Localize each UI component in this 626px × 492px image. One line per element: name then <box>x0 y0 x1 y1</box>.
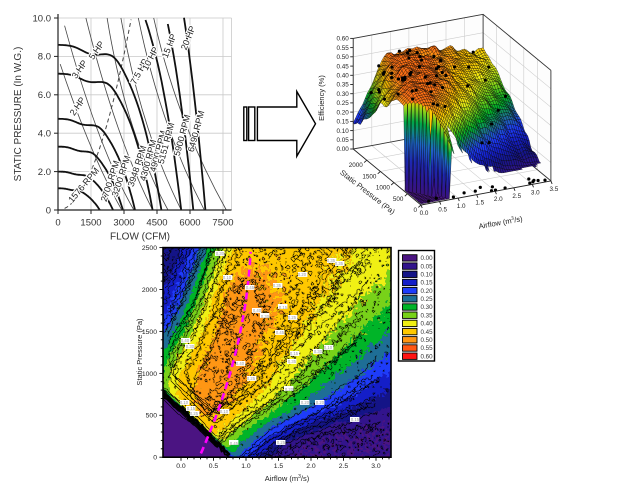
svg-text:0.05: 0.05 <box>421 263 434 270</box>
svg-text:0.20: 0.20 <box>421 288 434 295</box>
svg-text:0.20: 0.20 <box>285 387 294 392</box>
svg-text:0.35: 0.35 <box>421 312 434 319</box>
svg-text:1500: 1500 <box>362 173 377 180</box>
svg-text:0.25: 0.25 <box>190 411 199 416</box>
svg-text:0.30: 0.30 <box>261 314 270 319</box>
svg-text:1.5: 1.5 <box>274 463 284 470</box>
svg-text:3.0: 3.0 <box>531 189 540 196</box>
svg-text:0.15: 0.15 <box>421 280 434 287</box>
svg-text:0.30: 0.30 <box>216 251 225 256</box>
svg-text:500: 500 <box>393 196 404 203</box>
svg-text:0.10: 0.10 <box>223 275 232 280</box>
svg-text:1.0: 1.0 <box>241 463 251 470</box>
svg-text:0.20: 0.20 <box>301 400 310 405</box>
svg-text:3000: 3000 <box>113 218 134 229</box>
svg-text:0.45: 0.45 <box>230 441 239 446</box>
svg-text:Efficiency (%): Efficiency (%) <box>317 75 326 121</box>
svg-text:0: 0 <box>413 207 417 214</box>
svg-text:FLOW (CFM): FLOW (CFM) <box>110 232 170 243</box>
svg-text:0.10: 0.10 <box>421 272 434 279</box>
svg-text:0.30: 0.30 <box>421 304 434 311</box>
svg-text:0.10: 0.10 <box>220 409 229 414</box>
svg-text:2.0: 2.0 <box>306 463 316 470</box>
svg-text:0.40: 0.40 <box>181 338 190 343</box>
svg-text:2000: 2000 <box>349 162 364 169</box>
svg-text:0.35: 0.35 <box>288 359 297 364</box>
svg-text:1500: 1500 <box>80 218 101 229</box>
svg-text:STATIC PRESSURE (In W.G.): STATIC PRESSURE (In W.G.) <box>13 47 24 182</box>
svg-text:0.30: 0.30 <box>186 344 195 349</box>
svg-text:0: 0 <box>153 455 157 462</box>
svg-text:Airflow (m3/s): Airflow (m3/s) <box>265 474 310 483</box>
svg-text:0.00: 0.00 <box>421 255 434 262</box>
svg-text:0.60: 0.60 <box>337 36 350 43</box>
svg-text:1.5: 1.5 <box>475 200 484 207</box>
svg-text:0.40: 0.40 <box>236 361 245 366</box>
svg-text:0.25: 0.25 <box>421 296 434 303</box>
svg-text:0: 0 <box>55 218 60 229</box>
svg-text:0.0: 0.0 <box>420 210 429 217</box>
svg-text:0.55: 0.55 <box>421 345 434 352</box>
svg-text:3.0: 3.0 <box>371 463 381 470</box>
svg-text:4500: 4500 <box>146 218 167 229</box>
svg-text:0.50: 0.50 <box>421 337 434 344</box>
svg-text:1.0: 1.0 <box>457 203 466 210</box>
svg-text:0.55: 0.55 <box>337 45 350 52</box>
svg-text:0.40: 0.40 <box>253 308 262 313</box>
svg-text:0.10: 0.10 <box>324 345 333 350</box>
svg-text:8.0: 8.0 <box>38 52 51 63</box>
svg-text:7500: 7500 <box>212 218 233 229</box>
svg-text:0.35: 0.35 <box>327 258 336 263</box>
svg-text:0.20: 0.20 <box>316 400 325 405</box>
svg-text:0.35: 0.35 <box>337 82 350 89</box>
svg-text:1500: 1500 <box>142 329 157 336</box>
svg-text:0.20: 0.20 <box>298 272 307 277</box>
svg-text:0.40: 0.40 <box>421 321 434 328</box>
svg-text:6.0: 6.0 <box>38 90 51 101</box>
svg-text:6000: 6000 <box>179 218 200 229</box>
svg-text:2500: 2500 <box>142 245 157 252</box>
svg-text:0.25: 0.25 <box>277 440 286 445</box>
svg-text:0.35: 0.35 <box>273 283 282 288</box>
svg-text:0.20: 0.20 <box>337 109 350 116</box>
svg-text:0.15: 0.15 <box>337 119 350 126</box>
svg-text:0.15: 0.15 <box>290 351 299 356</box>
svg-text:0.10: 0.10 <box>337 128 350 135</box>
svg-text:500: 500 <box>146 413 158 420</box>
svg-text:0.5: 0.5 <box>209 463 219 470</box>
svg-text:1000: 1000 <box>142 371 157 378</box>
svg-text:0.30: 0.30 <box>337 91 350 98</box>
svg-text:2.0: 2.0 <box>494 196 503 203</box>
svg-text:3.5: 3.5 <box>550 186 559 193</box>
svg-text:0.45: 0.45 <box>337 63 350 70</box>
svg-text:0.10: 0.10 <box>180 400 189 405</box>
svg-text:0.30: 0.30 <box>314 349 323 354</box>
svg-text:0.05: 0.05 <box>337 137 350 144</box>
svg-text:1000: 1000 <box>376 185 391 192</box>
svg-text:0.5: 0.5 <box>438 207 447 214</box>
svg-text:0.0: 0.0 <box>176 463 186 470</box>
svg-text:2.5: 2.5 <box>339 463 349 470</box>
svg-text:0.60: 0.60 <box>421 353 434 360</box>
svg-text:Static Pressure (Pa): Static Pressure (Pa) <box>135 318 144 386</box>
svg-text:0.15: 0.15 <box>279 305 288 310</box>
svg-text:2.0: 2.0 <box>38 167 51 178</box>
svg-text:0.25: 0.25 <box>247 376 256 381</box>
svg-text:2.5: 2.5 <box>512 193 521 200</box>
svg-text:0.25: 0.25 <box>337 100 350 107</box>
svg-text:0.45: 0.45 <box>276 330 285 335</box>
svg-text:2000: 2000 <box>142 287 157 294</box>
svg-text:0.25: 0.25 <box>288 315 297 320</box>
svg-text:0.00: 0.00 <box>337 146 350 153</box>
svg-text:4.0: 4.0 <box>38 129 51 140</box>
svg-text:0.40: 0.40 <box>337 73 350 80</box>
svg-text:0.50: 0.50 <box>337 54 350 61</box>
svg-text:0: 0 <box>46 205 51 216</box>
svg-text:0.45: 0.45 <box>421 329 434 336</box>
svg-text:10.0: 10.0 <box>33 13 52 24</box>
svg-text:0.15: 0.15 <box>351 417 360 422</box>
svg-text:0.35: 0.35 <box>335 261 344 266</box>
svg-text:0.45: 0.45 <box>246 285 255 290</box>
